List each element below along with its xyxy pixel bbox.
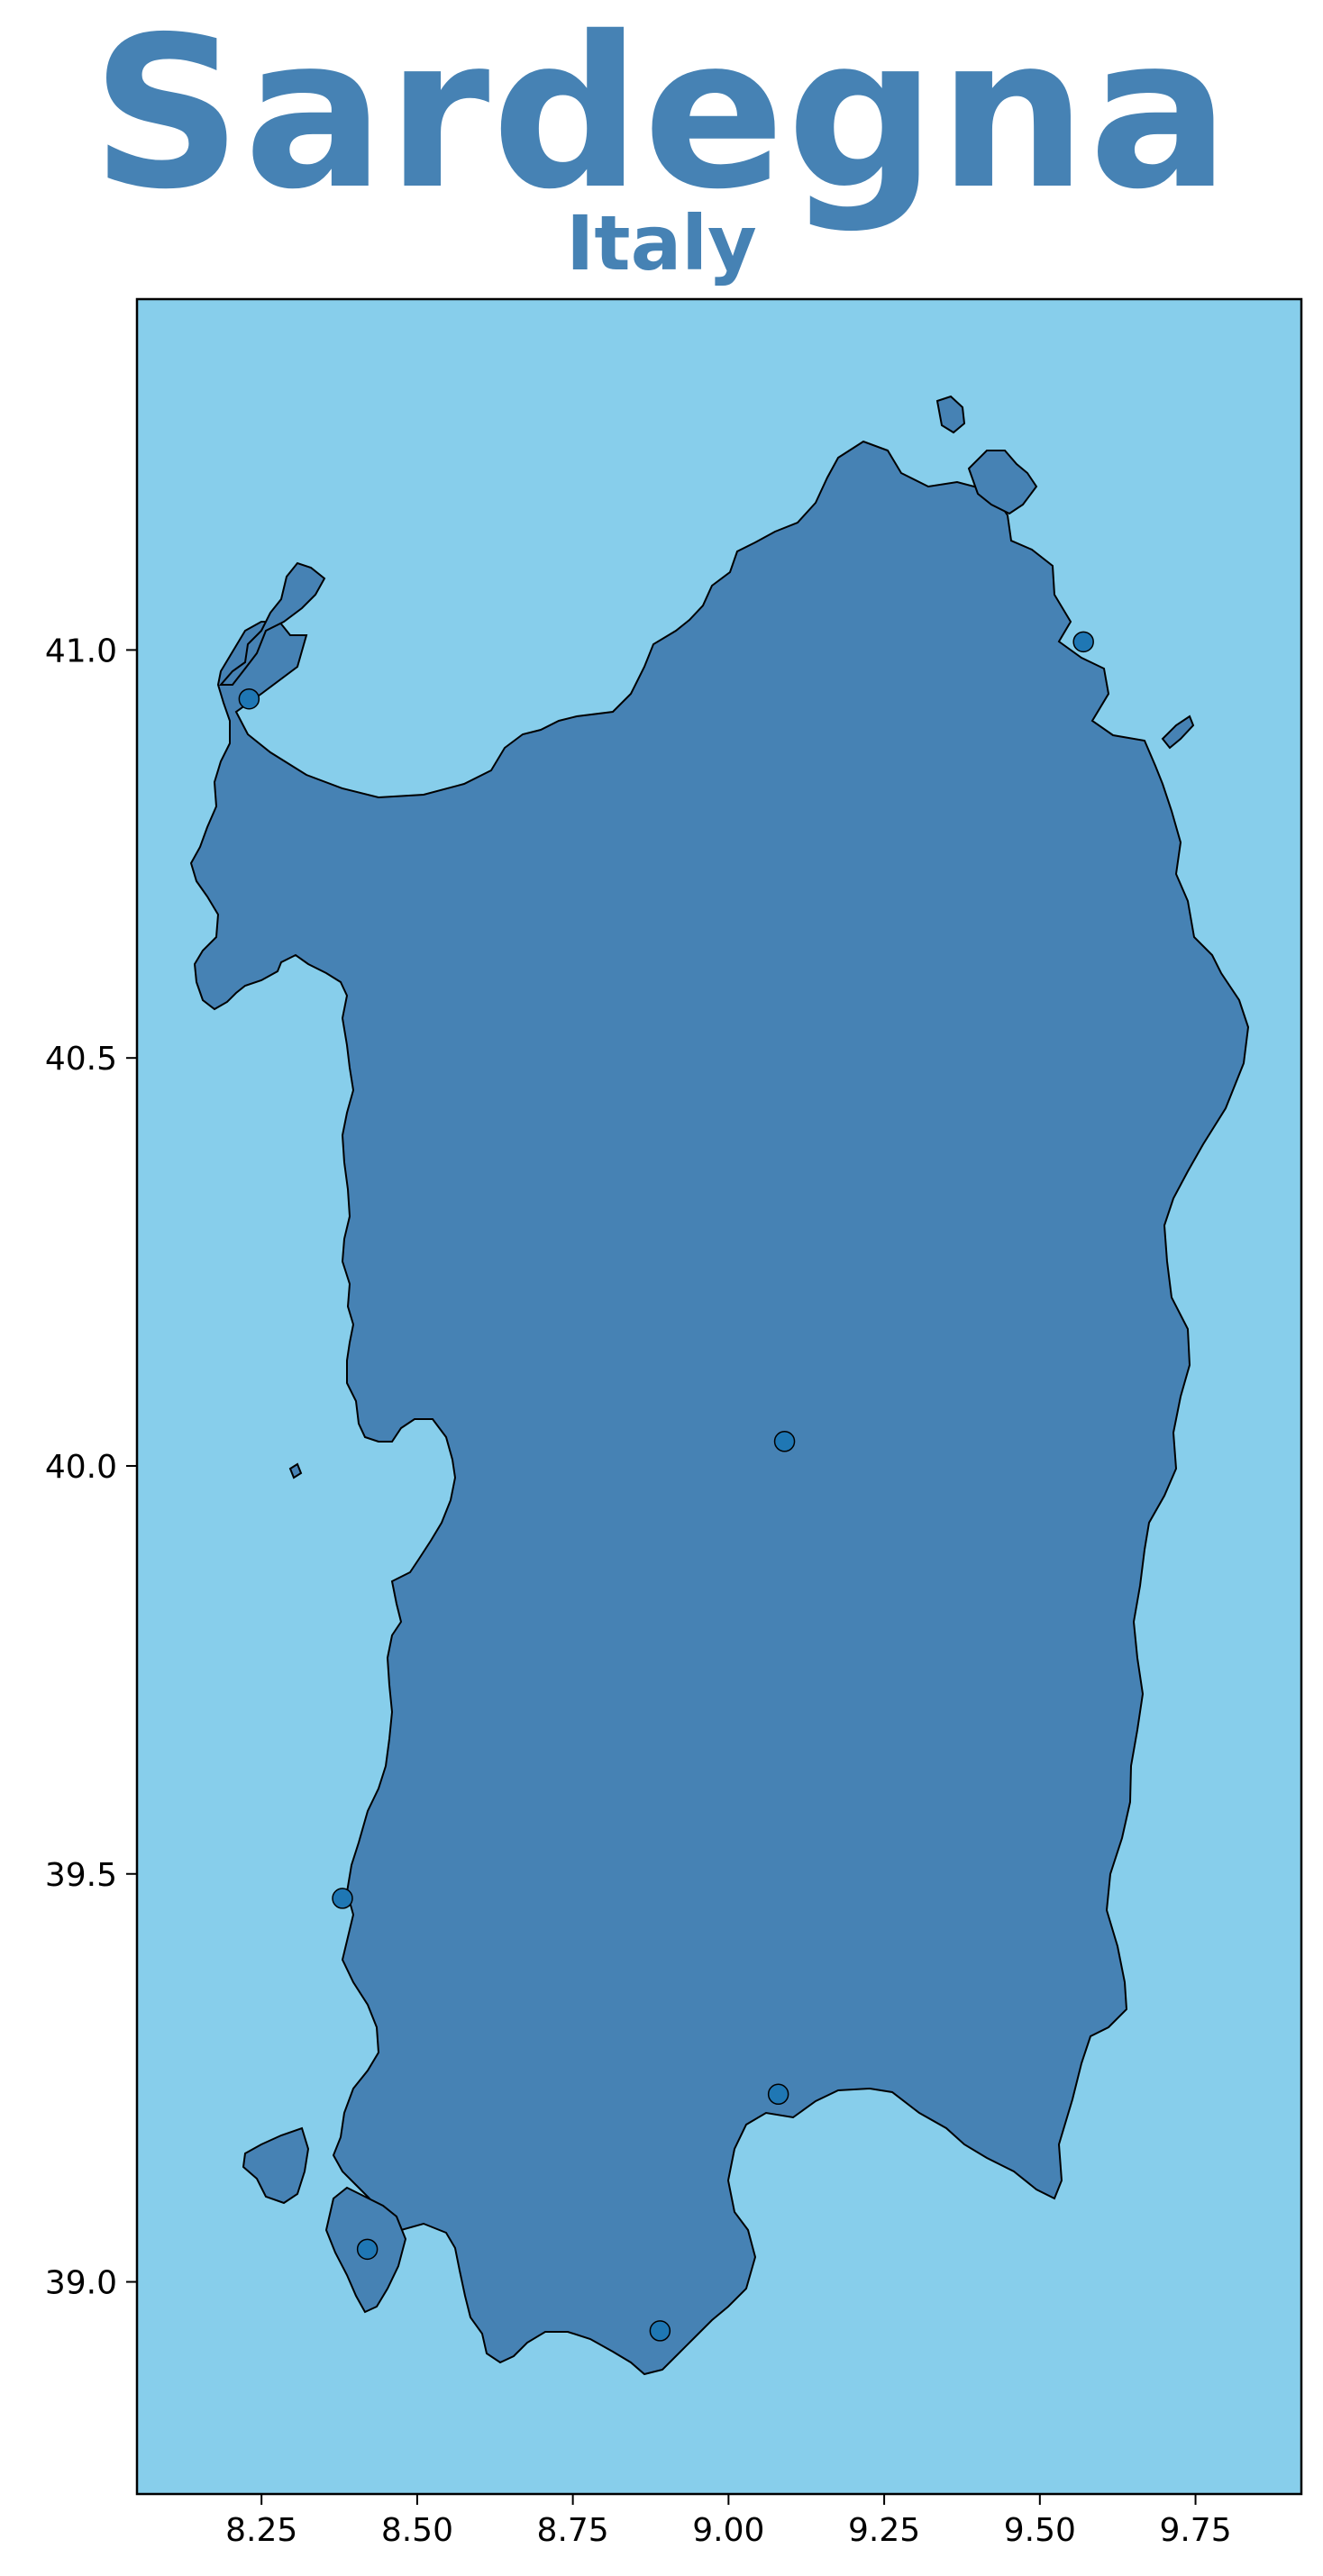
y-tick-label: 40.0 (45, 1449, 117, 1486)
location-marker[interactable] (238, 687, 260, 710)
caprera-island (935, 395, 966, 434)
points-layer (238, 631, 1094, 2342)
tavolara-island (1161, 715, 1195, 750)
location-marker[interactable] (356, 2238, 379, 2261)
x-axis: 8.25 8.50 8.75 9.00 9.25 9.50 9.75 (225, 2494, 1232, 2549)
location-marker[interactable] (773, 1431, 796, 1452)
location-marker[interactable] (1072, 631, 1094, 653)
y-tick-label: 41.0 (45, 633, 117, 669)
x-tick-label: 8.25 (225, 2512, 297, 2549)
map-subtitle: Italy (566, 199, 757, 287)
x-tick-label: 9.25 (848, 2512, 920, 2549)
asinara-island (218, 561, 326, 686)
y-tick-label: 39.5 (45, 1857, 117, 1894)
x-tick-label: 8.75 (537, 2512, 609, 2549)
land-layer (189, 395, 1250, 2376)
map-title: Sardegna (91, 0, 1232, 235)
y-tick-label: 39.0 (45, 2265, 117, 2302)
x-tick-label: 9.50 (1004, 2512, 1076, 2549)
mal-di-ventre-islet (288, 1462, 303, 1479)
location-marker[interactable] (332, 1888, 353, 1909)
sardinia-landmass (189, 440, 1250, 2376)
location-marker[interactable] (649, 2320, 671, 2342)
location-marker[interactable] (767, 2083, 789, 2106)
map-frame (135, 297, 1303, 2496)
x-tick-label: 9.00 (692, 2512, 764, 2549)
y-axis: 39.0 39.5 40.0 40.5 41.0 (45, 633, 137, 2302)
san-pietro-island (242, 2126, 310, 2205)
x-tick-label: 9.75 (1159, 2512, 1231, 2549)
x-tick-label: 8.50 (381, 2512, 453, 2549)
la-maddalena-archipelago (967, 450, 1038, 515)
y-tick-label: 40.5 (45, 1041, 117, 1078)
